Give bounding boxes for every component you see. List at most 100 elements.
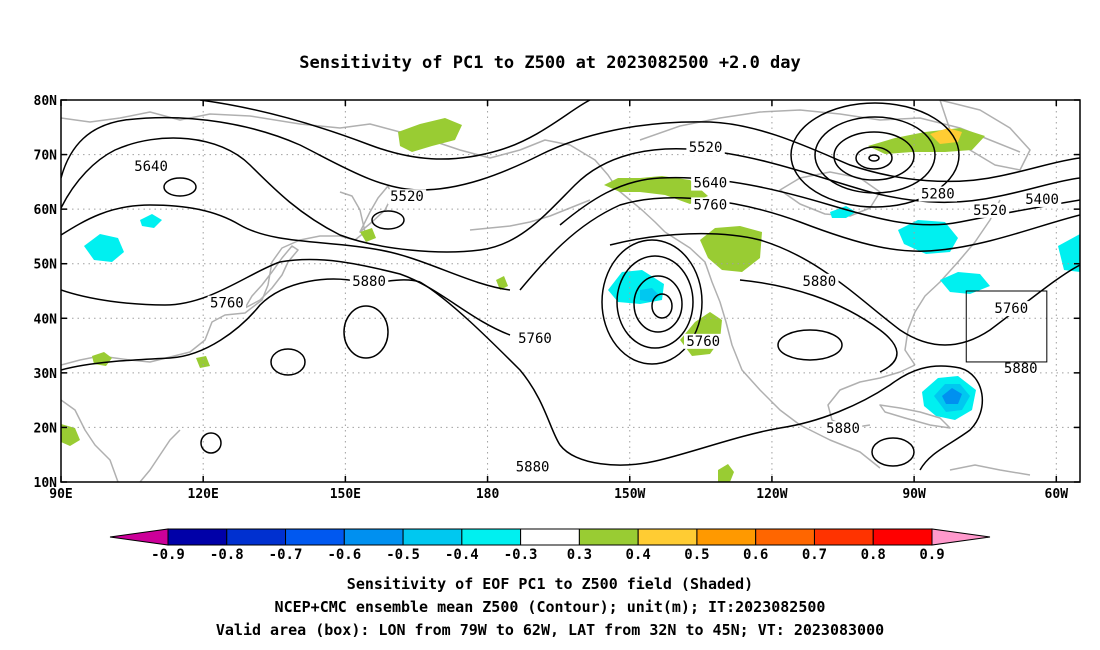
colorbar-label-5: -0.4 bbox=[445, 547, 479, 563]
positive-strong-greenland bbox=[930, 128, 962, 144]
contour-label-4: 5760 bbox=[518, 331, 552, 347]
colorbar-swatch-4 bbox=[402, 528, 463, 546]
lat-label-5: 30N bbox=[34, 367, 58, 382]
colorbar-label-7: 0.3 bbox=[567, 547, 592, 563]
kamchatka-coast bbox=[359, 185, 393, 233]
lat-label-3: 50N bbox=[34, 258, 58, 273]
contour-5760-west bbox=[61, 258, 511, 336]
contour-label-bg-10 bbox=[800, 273, 839, 289]
lat-label-0: 80N bbox=[34, 94, 58, 109]
contour-label-bg-16 bbox=[1001, 361, 1040, 377]
map-plot-area: 5640 5520 5760 5880 5760 5880 5520 5640 5760 5760… bbox=[61, 100, 1080, 482]
contour-low-gulf-of-alaska-1 bbox=[601, 239, 703, 365]
contour-labels: 5640 5520 5760 5880 5760 5880 5520 5640 5760 5760… bbox=[131, 140, 1062, 475]
colorbar-label-1: -0.8 bbox=[210, 547, 244, 563]
colorbar-label-11: 0.7 bbox=[802, 547, 827, 563]
caption-line-1: Sensitivity of EOF PC1 to Z500 field (Sh… bbox=[347, 575, 753, 593]
contour-label-1: 5520 bbox=[390, 189, 424, 205]
contour-low-greenland-5 bbox=[868, 154, 880, 162]
contour-5880-east bbox=[419, 281, 984, 471]
contour-label-5: 5880 bbox=[516, 459, 550, 475]
contour-5640 bbox=[61, 204, 511, 291]
north-america-west-coast bbox=[664, 231, 881, 469]
lat-label-6: 20N bbox=[34, 421, 58, 436]
lon-label-7: 60W bbox=[1045, 487, 1069, 502]
colorbar-label-9: 0.5 bbox=[684, 547, 709, 563]
contour-closed-indochina bbox=[200, 432, 222, 454]
colorbar-label-10: 0.6 bbox=[743, 547, 768, 563]
contour-label-bg-5 bbox=[513, 459, 552, 475]
contour-5880-subtropical bbox=[739, 279, 898, 373]
caption-line-3: Valid area (box): LON from 79W to 62W, L… bbox=[216, 621, 884, 639]
contour-label-12: 5280 bbox=[921, 187, 955, 203]
contour-closed-caribbean bbox=[871, 437, 915, 467]
contour-label-bg-12 bbox=[918, 186, 958, 202]
colorbar-swatch-5 bbox=[461, 528, 522, 546]
contour-closed-siberia bbox=[163, 177, 197, 197]
colorbar-swatch-12 bbox=[872, 528, 933, 546]
contour-label-11: 5880 bbox=[826, 421, 860, 437]
lon-label-1: 120E bbox=[188, 487, 219, 502]
contour-low-greenland-3 bbox=[833, 131, 915, 181]
positive-region-arctic-siberia bbox=[398, 118, 462, 152]
contour-5280-west bbox=[199, 100, 591, 160]
contour-label-16: 5880 bbox=[1004, 361, 1038, 377]
valid-area-box bbox=[965, 290, 1048, 363]
contour-label-8: 5760 bbox=[693, 197, 727, 213]
contour-5400-west bbox=[61, 116, 711, 191]
colorbar-swatch-10 bbox=[755, 528, 815, 546]
contour-label-bg-8 bbox=[691, 197, 730, 213]
lon-label-2: 150E bbox=[330, 487, 361, 502]
colorbar: -0.9 -0.8 -0.7 -0.6 -0.5 -0.4 -0.3 0.3 0.4 0.5 0.6… bbox=[109, 528, 991, 563]
contour-closed-china bbox=[270, 348, 306, 376]
contour-label-0: 5640 bbox=[134, 159, 168, 175]
contour-label-3: 5880 bbox=[352, 274, 386, 290]
lat-label-7: 10N bbox=[34, 476, 58, 491]
negative-region-mongolia bbox=[140, 214, 162, 228]
contour-label-bg-1 bbox=[387, 189, 427, 205]
contour-label-15: 5760 bbox=[994, 301, 1028, 317]
contour-label-14: 5400 bbox=[1025, 192, 1059, 208]
contour-5520-west bbox=[61, 137, 701, 253]
positive-region-india bbox=[61, 424, 80, 446]
lat-label-2: 60N bbox=[34, 203, 58, 218]
colorbar-label-3: -0.6 bbox=[327, 547, 361, 563]
lon-label-5: 120W bbox=[756, 487, 787, 502]
contour-label-bg-0 bbox=[131, 159, 171, 175]
colorbar-swatch-8 bbox=[637, 528, 698, 546]
contour-5760-east bbox=[519, 197, 1080, 291]
contour-label-bg-7 bbox=[691, 175, 730, 191]
colorbar-label-4: -0.5 bbox=[386, 547, 420, 563]
contour-label-bg-6 bbox=[686, 140, 725, 156]
colorbar-swatch-3 bbox=[343, 528, 404, 546]
contour-label-13: 5520 bbox=[973, 203, 1007, 219]
contour-closed-mexico bbox=[777, 329, 843, 361]
colorbar-swatch-11 bbox=[813, 528, 874, 546]
contour-closed-pacific bbox=[343, 305, 389, 359]
contour-label-bg-14 bbox=[1022, 191, 1062, 207]
aleutian-chain bbox=[469, 199, 591, 231]
contour-closed-kamchatka bbox=[371, 210, 405, 230]
contour-label-bg-4 bbox=[515, 331, 555, 347]
lat-label-1: 70N bbox=[34, 149, 58, 164]
indochina-coast bbox=[139, 429, 181, 482]
asia-east-coast bbox=[61, 191, 366, 366]
colorbar-swatch-7 bbox=[578, 528, 639, 546]
lon-label-4: 150W bbox=[614, 487, 645, 502]
north-america-east-coast bbox=[904, 199, 1001, 366]
colorbar-swatch-1 bbox=[226, 528, 287, 546]
contour-low-gulf-of-alaska-2 bbox=[616, 255, 694, 349]
negative-region-newfoundland bbox=[940, 272, 990, 294]
colorbar-swatch-2 bbox=[285, 528, 345, 546]
lon-label-6: 90W bbox=[902, 487, 926, 502]
japan-coast bbox=[244, 245, 299, 309]
asia-south-coast bbox=[61, 399, 119, 482]
colorbar-label-8: 0.4 bbox=[626, 547, 651, 563]
contour-label-bg-3 bbox=[349, 273, 389, 289]
contour-low-greenland-2 bbox=[814, 116, 936, 194]
lat-label-4: 40N bbox=[34, 312, 58, 327]
negative-core-bermuda bbox=[942, 388, 962, 404]
lon-label-0: 90E bbox=[49, 487, 72, 502]
sensitivity-shading bbox=[61, 118, 1080, 482]
map-frame bbox=[60, 99, 1081, 483]
